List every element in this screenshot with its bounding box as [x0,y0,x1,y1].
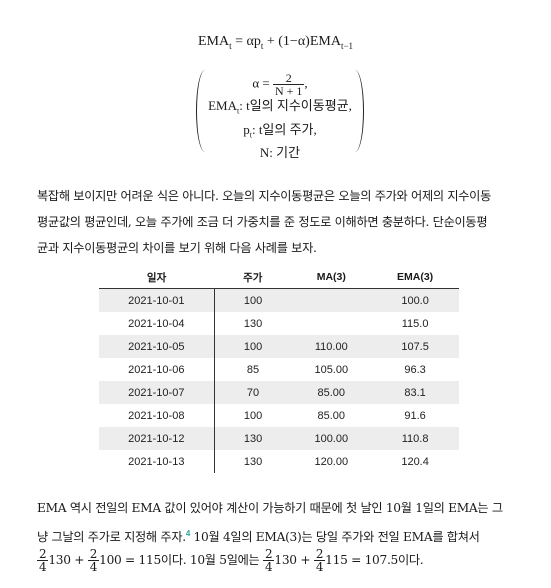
ema-definition: EMAt: t일의 지수이동평균, [197,97,363,121]
n-definition: N: 기간 [259,145,301,161]
table-row: 2021-10-13 130 120.00 120.4 [99,450,459,473]
fraction-3-num: 2 [263,547,275,561]
paragraph-2-line-2: 냥 그날의 주가로 지정해 주자.4 10월 4일의 EMA(3)는 당일 주가… [37,521,521,547]
cell-ema3: 91.6 [404,409,426,422]
cell-ma3: 100.00 [291,427,372,450]
cell-ma3 [291,288,372,312]
header-date: 일자 [99,266,215,289]
fraction-3-den: 4 [265,560,273,574]
math-term-2: 100 = 115이다. 10월 5일에는 [99,553,264,567]
ema-def-label: EMA [208,98,237,113]
ema-def-sub: t [237,106,240,116]
cell-date: 2021-10-07 [99,381,215,404]
paragraph-2: EMA 역시 전일의 EMA 값이 있어야 계산이 가능하기 때문에 첫 날인 … [37,495,521,575]
fraction-1-num: 2 [37,547,49,561]
fraction-2-num: 2 [87,547,100,561]
fraction-2-den: 4 [89,560,98,574]
fraction-4-den: 4 [315,560,324,574]
alpha-lhs: α = [252,75,273,91]
formula-lhs: EMA [197,34,230,49]
paragraph-1-line-2: 평균값의 평균인데, 오늘 주가에 조금 더 가중치를 준 정도로 이해하면 충… [37,215,488,229]
cell-ma3: 85.00 [317,409,346,422]
paragraph-2-line-3: 2 4 130 + 2 4 100 = 115이다. 10월 5일에는 2 4 130 + … [37,547,521,575]
cell-ema3: 96.3 [404,363,426,376]
p-definition: pt: t일의 주가, [197,121,363,145]
paragraph-2-line-2b: 10월 4일의 EMA(3)는 당일 주가와 전일 EMA를 합쳐서 [189,530,480,545]
header-ma3: MA(3) [291,266,372,289]
math-term-3: 130 + [274,553,314,567]
header-ema3: EMA(3) [371,266,459,289]
ema-def-desc: : t일의 지수이동평균, [239,98,352,113]
cell-date: 2021-10-13 [99,450,215,473]
cell-price: 100 [214,335,292,358]
paragraph-2-line-1: EMA 역시 전일의 EMA 값이 있어야 계산이 가능하기 때문에 첫 날인 … [37,501,503,515]
cell-date: 2021-10-04 [99,312,215,335]
fraction-4-num: 2 [313,547,326,561]
cell-price: 85 [246,363,260,376]
table-row: 2021-10-01 100 100.0 [99,288,459,312]
cell-date: 2021-10-05 [99,335,215,358]
alpha-denominator: N + 1 [274,84,303,98]
table-row: 2021-10-05 100 110.00 107.5 [99,335,459,358]
paragraph-1-line-1: 복잡해 보이지만 어려운 식은 아니다. 오늘의 지수이동평균은 오늘의 주가와… [37,189,491,203]
formula-rhs-a-sub: t [260,40,264,51]
cell-price: 70 [214,381,292,404]
p-def-desc: : t일의 주가, [251,121,317,137]
paragraph-2-line-2a: 냥 그날의 주가로 지정해 주자. [37,530,186,545]
cell-ema3: 100.0 [371,288,459,312]
math-term-4: 115 = 107.5이다. [325,553,424,567]
fraction-1-den: 4 [39,560,47,574]
cell-ema3: 120.4 [401,455,429,468]
cell-date: 2021-10-06 [99,358,215,381]
cell-price: 130 [243,455,263,468]
p-def-sub: t [249,130,252,140]
formula-rhs-b: + (1−α)EMA [263,34,341,49]
ema-comparison-table: 일자 주가 MA(3) EMA(3) 2021-10-01 100 100.0 … [99,266,459,473]
table-row: 2021-10-04 130 115.0 [99,312,459,335]
formula-rhs-a: = αp [231,34,261,49]
cell-ema3: 110.8 [371,427,459,450]
p-def-label: p [243,121,250,137]
cell-ma3: 120.00 [314,455,349,468]
cell-ma3 [291,312,371,335]
cell-ma3: 85.00 [291,381,372,404]
table-row: 2021-10-08 100 85.00 91.6 [99,404,459,427]
table-row: 2021-10-07 70 85.00 83.1 [99,381,459,404]
math-term-1: 130 + [48,553,88,567]
cell-date: 2021-10-08 [99,404,215,427]
table-row: 2021-10-06 85 105.00 96.3 [99,358,459,381]
cell-ema3: 107.5 [371,335,459,358]
header-price: 주가 [214,266,292,289]
table-header-row: 일자 주가 MA(3) EMA(3) [99,266,459,289]
cell-ma3: 105.00 [314,363,349,376]
formula-lhs-sub: t [229,40,232,51]
cell-date: 2021-10-01 [99,288,215,312]
cell-date: 2021-10-12 [99,427,215,450]
alpha-numerator: 2 [272,72,305,85]
cell-ema3: 115.0 [401,317,429,330]
cell-ma3: 110.00 [291,335,372,358]
cell-price: 130 [214,427,292,450]
cell-price: 100 [214,288,292,312]
footnote-marker[interactable]: 4 [185,529,190,538]
cell-price: 130 [243,317,263,330]
table-row: 2021-10-12 130 100.00 110.8 [99,427,459,450]
paragraph-1-line-3: 균과 지수이동평균의 차이를 보기 위해 다음 사례를 보자. [37,241,317,255]
paragraph-1: 복잡해 보이지만 어려운 식은 아니다. 오늘의 지수이동평균은 오늘의 주가와… [37,183,521,261]
formula-rhs-b-sub: t−1 [340,40,354,51]
cell-price: 100 [243,409,263,422]
cell-ema3: 83.1 [371,381,459,404]
ema-formula: EMAt = αpt + (1−α)EMAt−1 [0,34,551,51]
alpha-tail: , [304,75,308,91]
